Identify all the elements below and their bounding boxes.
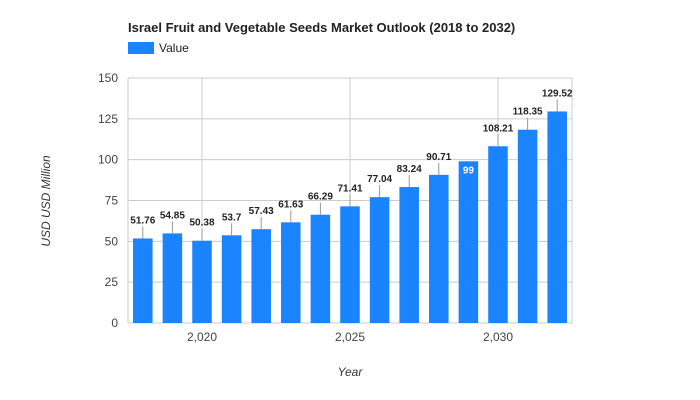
bar[interactable] [281,222,301,323]
bar[interactable] [251,229,271,323]
data-label: 90.71 [426,152,451,163]
bar[interactable] [517,129,538,323]
data-label: 53.7 [222,212,242,223]
bar[interactable] [192,240,212,323]
bar[interactable] [162,233,183,323]
bar[interactable] [221,235,242,323]
data-label-box [459,163,478,177]
y-axis-ticks: 0 25 50 75 100 125 150 [98,71,118,330]
bar[interactable] [488,146,508,323]
data-label: 108.21 [483,123,514,134]
bar[interactable] [310,214,331,323]
data-label: 57.43 [249,206,274,217]
x-tick-label: 2,020 [187,330,217,344]
bar[interactable] [399,187,419,323]
x-tick-label: 2,025 [335,330,365,344]
bar[interactable] [547,111,567,323]
data-label: 71.41 [337,183,362,194]
bar[interactable] [340,206,360,323]
data-label: 99 [463,165,475,176]
bar[interactable] [133,238,153,323]
data-labels: 51.76 54.85 50.38 53.7 57.43 61.63 66.29 71.41 7… [130,88,573,241]
y-tick-label: 150 [98,71,118,85]
bar[interactable] [458,161,479,323]
data-label: 54.85 [160,210,185,221]
y-tick-label: 125 [98,112,118,126]
bar[interactable] [369,197,390,323]
data-label: 50.38 [189,218,214,229]
data-label: 61.63 [278,199,303,210]
data-label: 129.52 [542,88,573,99]
y-tick-label: 50 [105,234,119,248]
data-label: 66.29 [308,192,333,203]
data-label: 118.35 [513,107,543,118]
y-tick-label: 75 [105,194,119,208]
bar[interactable] [429,174,449,323]
bar-series [133,111,567,323]
legend-swatch [128,42,154,54]
chart-title: Israel Fruit and Vegetable Seeds Market … [128,20,515,35]
y-tick-label: 0 [111,316,118,330]
data-label: 83.24 [397,164,422,175]
data-label: 77.04 [367,174,392,185]
legend[interactable]: Value [128,41,189,55]
x-tick-label: 2,030 [483,330,513,344]
y-axis-title: USD USD Million [39,155,53,247]
x-axis-title: Year [338,365,364,379]
data-label: 51.76 [130,215,155,226]
legend-label: Value [159,41,189,55]
x-axis-ticks: 2,020 2,025 2,030 [187,330,513,344]
y-tick-label: 100 [98,153,118,167]
y-tick-label: 25 [105,275,119,289]
